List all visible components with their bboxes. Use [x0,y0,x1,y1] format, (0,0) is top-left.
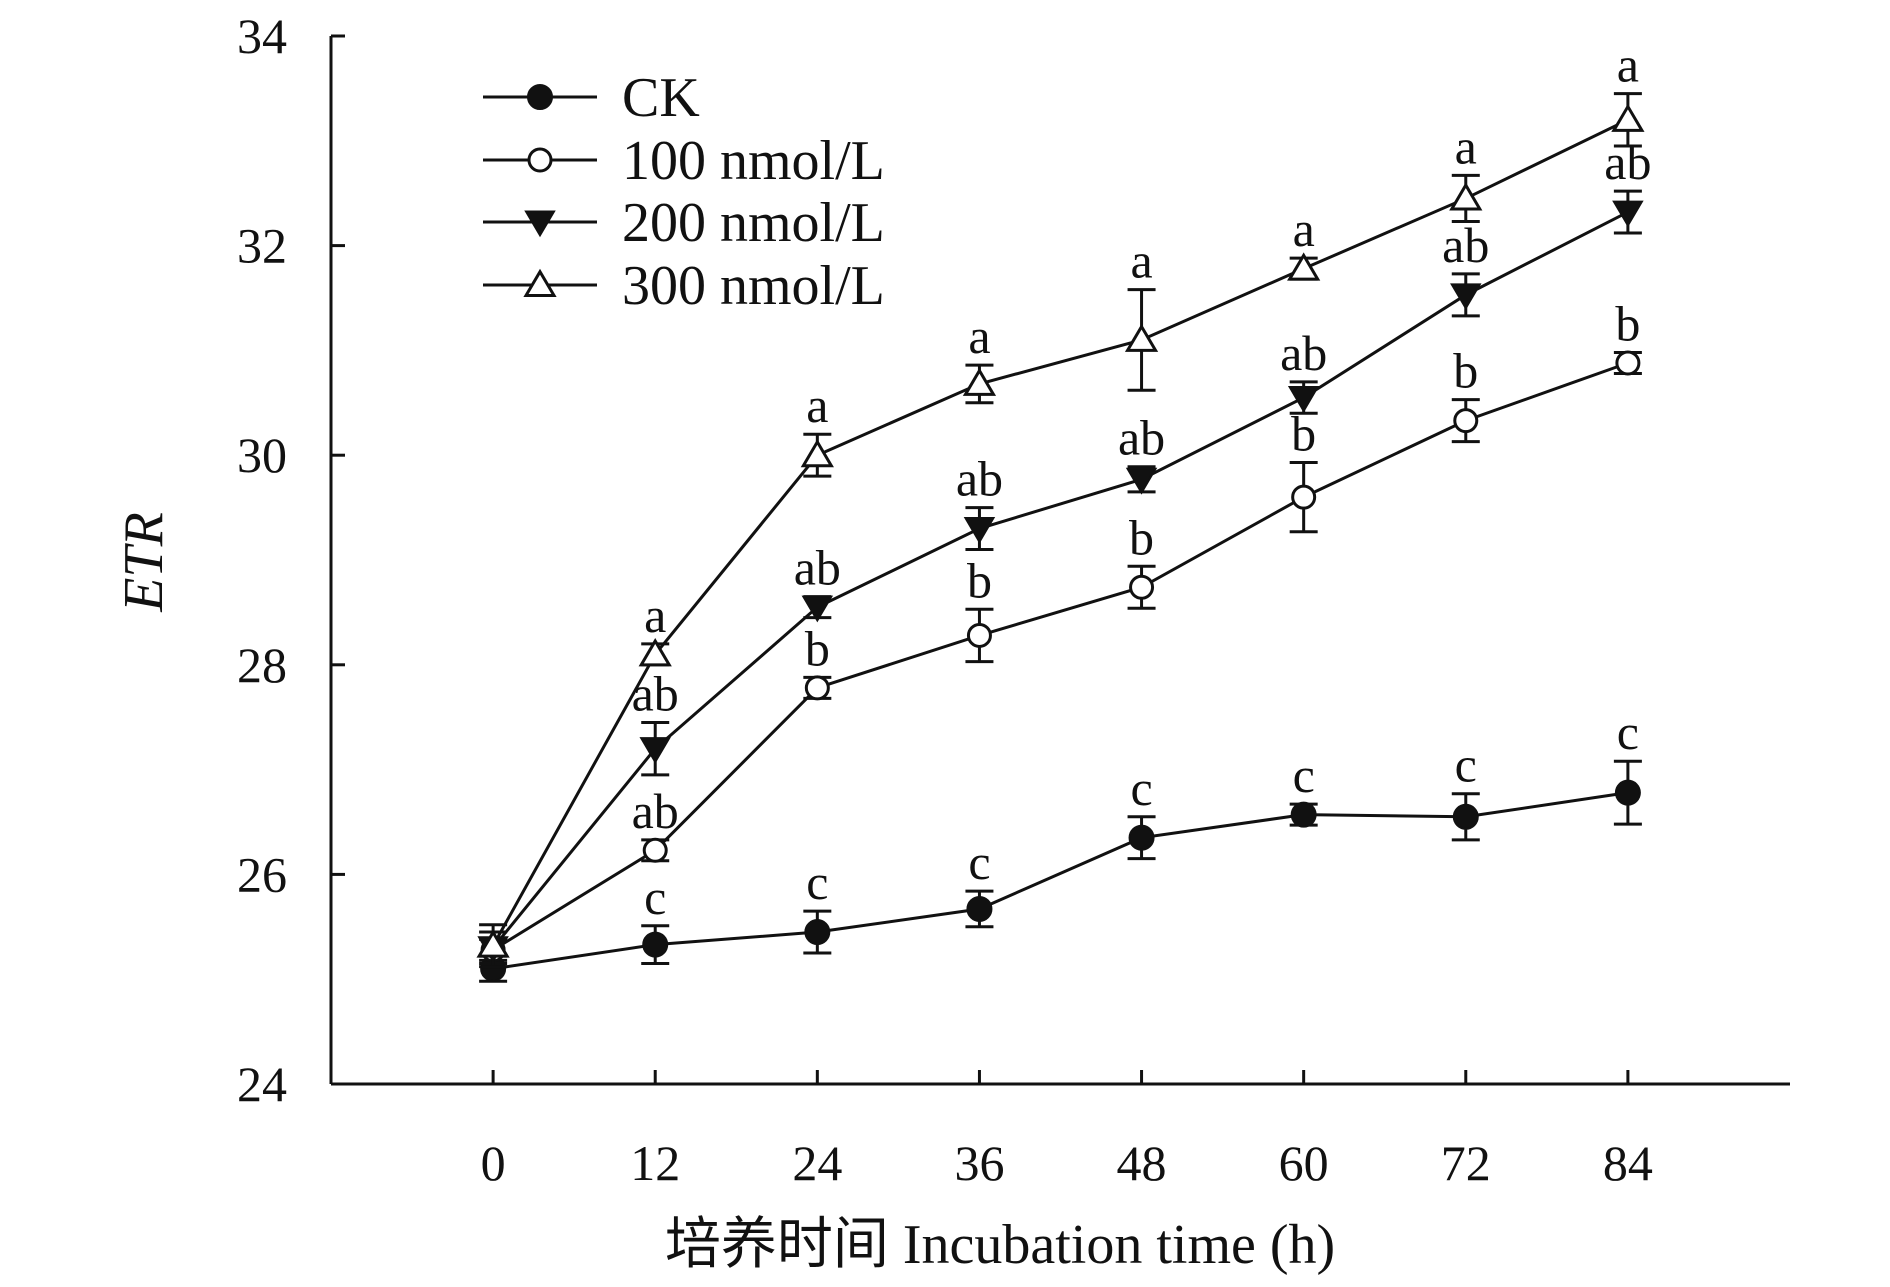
legend-item: CK [483,67,700,129]
data-point [1611,103,1645,132]
data-point [801,595,834,623]
significance-label: c [1293,747,1315,803]
significance-label: ab [794,540,841,596]
significance-label: b [1129,509,1154,565]
data-point [1287,386,1320,413]
data-point [1614,779,1641,806]
significance-label: c [968,834,990,890]
data-point [1453,408,1479,434]
y-tick-label: 28 [237,637,287,693]
data-point [642,931,669,958]
significance-label: ab [956,451,1003,507]
legend-marker [527,84,553,110]
data-point [966,622,992,648]
significance-label: ab [632,665,679,721]
significance-label: a [1130,233,1152,289]
legend-label: 100 nmol/L [622,130,885,192]
data-point [1287,252,1321,281]
significance-label: c [1455,737,1477,793]
data-point [962,367,997,396]
data-point [1128,824,1155,851]
series-300-nmol-l: a a a a a a a [476,37,1645,969]
significance-label: c [1617,704,1639,760]
data-point [1452,803,1479,830]
legend-marker [527,147,553,173]
data-point [1615,350,1641,376]
data-point [1290,801,1317,828]
significance-label: a [1455,118,1477,174]
significance-label: ab [1442,217,1489,273]
x-tick-label: 84 [1603,1135,1653,1191]
series-line [491,210,1629,949]
y-tick-label: 24 [237,1056,287,1112]
legend-item: 100 nmol/L [483,130,885,192]
significance-label: a [968,308,990,364]
significance-label: b [967,552,992,608]
y-tick-label: 30 [237,427,287,483]
significance-label: c [1130,760,1152,816]
data-point [1291,484,1317,510]
data-point [1129,574,1155,600]
significance-label: ab [632,783,679,839]
significance-label: b [805,620,830,676]
data-point [639,737,671,764]
y-axis: 24 26 28 30 32 34 [237,8,345,1112]
x-tick-label: 36 [954,1135,1004,1191]
legend-label: 200 nmol/L [622,192,885,254]
data-point [1124,323,1159,352]
y-tick-label: 34 [237,8,287,64]
significance-label: c [644,869,666,925]
significance-label: a [1617,37,1639,93]
x-axis-title: 培养时间 Incubation time (h) [665,1214,1335,1276]
significance-label: b [1291,406,1316,462]
series-100-nmol-l: ab b b b b b b [479,295,1642,963]
legend-marker [523,268,557,297]
data-point [1612,200,1644,228]
series-line [492,361,1629,952]
series-ck: c c c c c c c [479,704,1642,983]
x-tick-label: 24 [792,1135,842,1191]
series-line [492,791,1629,971]
data-point [1125,467,1158,495]
data-point [800,438,834,468]
y-ticks: 24 26 28 30 32 34 [237,8,345,1112]
x-tick-label: 60 [1279,1135,1329,1191]
data-point [1449,182,1483,211]
data-point [963,517,996,544]
x-axis: 0 12 24 36 48 60 72 84 [331,1070,1790,1191]
x-tick-label: 12 [630,1135,680,1191]
data-point [804,919,831,946]
significance-label: a [1293,201,1315,257]
data-point [476,929,510,958]
x-tick-label: 72 [1441,1135,1491,1191]
y-axis-title: ETR [113,512,175,613]
significance-label: b [1453,343,1478,399]
data-point [642,837,668,863]
series-line [491,118,1629,947]
legend-label: 300 nmol/L [622,255,885,317]
legend-item: 300 nmol/L [483,255,885,317]
data-point [966,895,993,922]
significance-label: c [806,854,828,910]
significance-label: ab [1280,325,1327,381]
x-ticks: 0 12 24 36 48 60 72 84 [481,1070,1653,1191]
significance-label: ab [1118,410,1165,466]
y-tick-label: 32 [237,218,287,274]
data-point [638,638,672,667]
y-tick-label: 26 [237,846,287,902]
legend-item: 200 nmol/L [483,192,885,254]
x-tick-label: 0 [481,1135,506,1191]
significance-label: a [644,587,666,643]
significance-label: b [1615,295,1640,351]
legend-label: CK [622,67,700,129]
data-point [1450,283,1482,311]
legend-marker [524,210,556,238]
x-tick-label: 48 [1117,1135,1167,1191]
data-point [804,675,830,701]
significance-label: a [806,377,828,433]
